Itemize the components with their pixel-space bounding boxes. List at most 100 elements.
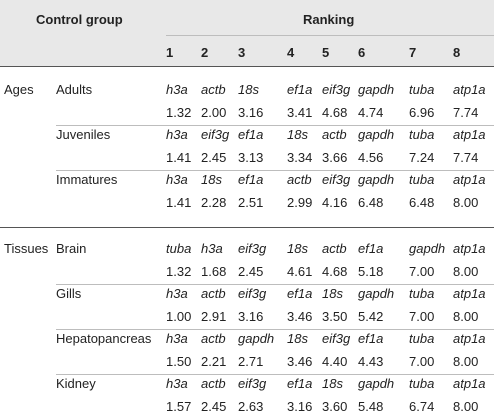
gene-name: gapdh (409, 241, 446, 256)
gene-name: 18s (238, 82, 259, 97)
stability-value: 3.16 (238, 308, 264, 324)
stability-value: 8.00 (453, 194, 479, 210)
stability-value: 6.48 (358, 194, 384, 210)
gene-name: gapdh (358, 286, 395, 301)
gene-name: h3a (166, 172, 188, 187)
stability-value: 8.00 (453, 308, 479, 324)
table-header-background (0, 0, 494, 66)
stability-value: 2.45 (201, 149, 227, 165)
stability-value: 2.00 (201, 104, 227, 120)
gene-name: eif3g (238, 286, 267, 301)
row-label: Adults (56, 82, 93, 97)
stability-value: 8.00 (453, 398, 479, 414)
stability-value: 3.46 (287, 353, 313, 369)
gene-name: actb (322, 127, 347, 142)
row-label: Juveniles (56, 127, 111, 142)
stability-value: 4.43 (358, 353, 384, 369)
stability-value: 4.61 (287, 263, 313, 279)
stability-value: 2.91 (201, 308, 227, 324)
gene-name: h3a (201, 241, 223, 256)
stability-value: 4.40 (322, 353, 348, 369)
gene-name: gapdh (238, 331, 275, 346)
stability-value: 2.45 (201, 398, 227, 414)
stability-value: 1.57 (166, 398, 192, 414)
gene-name: ef1a (238, 172, 264, 187)
header-ranking-underline (166, 35, 494, 36)
stability-value: 7.74 (453, 149, 479, 165)
stability-value: 8.00 (453, 263, 479, 279)
gene-name: tuba (409, 82, 435, 97)
stability-value: 3.66 (322, 149, 348, 165)
gene-name: h3a (166, 376, 188, 391)
stability-value: 7.00 (409, 263, 435, 279)
stability-value: 6.96 (409, 104, 435, 120)
gene-name: ef1a (358, 331, 384, 346)
header-control-group: Control group (36, 12, 123, 27)
stability-value: 3.34 (287, 149, 313, 165)
rank-header: 2 (201, 45, 209, 60)
gene-name: ef1a (358, 241, 384, 256)
gene-name: actb (201, 331, 226, 346)
gene-name: atp1a (453, 127, 486, 142)
group-category: Ages (4, 82, 34, 97)
gene-name: 18s (287, 241, 308, 256)
gene-name: 18s (201, 172, 222, 187)
gene-name: tuba (409, 286, 435, 301)
row-label: Hepatopancreas (56, 331, 152, 346)
stability-value: 5.42 (358, 308, 384, 324)
rank-header: 4 (287, 45, 295, 60)
stability-value: 1.32 (166, 263, 192, 279)
row-separator (56, 124, 494, 126)
gene-name: eif3g (238, 241, 267, 256)
rank-header: 1 (166, 45, 174, 60)
row-separator (56, 373, 494, 375)
gene-name: actb (201, 82, 226, 97)
row-separator (56, 283, 494, 285)
stability-value: 3.41 (287, 104, 313, 120)
stability-value: 2.45 (238, 263, 264, 279)
stability-value: 3.16 (287, 398, 313, 414)
rank-header: 3 (238, 45, 246, 60)
rank-header: 8 (453, 45, 461, 60)
stability-value: 2.71 (238, 353, 264, 369)
gene-name: eif3g (201, 127, 230, 142)
gene-name: tuba (409, 376, 435, 391)
stability-value: 4.74 (358, 104, 384, 120)
row-label: Gills (56, 286, 82, 301)
stability-value: 6.74 (409, 398, 435, 414)
gene-name: actb (201, 286, 226, 301)
gene-name: eif3g (238, 376, 267, 391)
gene-name: eif3g (322, 172, 351, 187)
stability-value: 2.21 (201, 353, 227, 369)
gene-name: atp1a (453, 331, 486, 346)
stability-value: 3.13 (238, 149, 264, 165)
gene-name: h3a (166, 286, 188, 301)
gene-name: gapdh (358, 127, 395, 142)
stability-value: 8.00 (453, 353, 479, 369)
stability-value: 1.41 (166, 194, 192, 210)
stability-value: 2.28 (201, 194, 227, 210)
gene-name: tuba (409, 172, 435, 187)
gene-name: gapdh (358, 376, 395, 391)
stability-value: 7.00 (409, 308, 435, 324)
row-label: Kidney (56, 376, 96, 391)
stability-value: 3.60 (322, 398, 348, 414)
gene-name: h3a (166, 331, 188, 346)
stability-value: 1.41 (166, 149, 192, 165)
gene-name: 18s (322, 376, 343, 391)
header-bottom-rule (0, 66, 494, 67)
gene-name: eif3g (322, 331, 351, 346)
stability-value: 1.50 (166, 353, 192, 369)
gene-name: actb (322, 241, 347, 256)
stability-value: 3.50 (322, 308, 348, 324)
row-separator (56, 328, 494, 330)
row-label: Brain (56, 241, 87, 256)
gene-name: ef1a (238, 127, 264, 142)
gene-name: tuba (166, 241, 192, 256)
gene-name: atp1a (453, 376, 486, 391)
gene-name: actb (201, 376, 226, 391)
gene-name: ef1a (287, 82, 313, 97)
stability-value: 4.68 (322, 263, 348, 279)
row-separator (56, 169, 494, 171)
row-label: Immatures (56, 172, 118, 187)
